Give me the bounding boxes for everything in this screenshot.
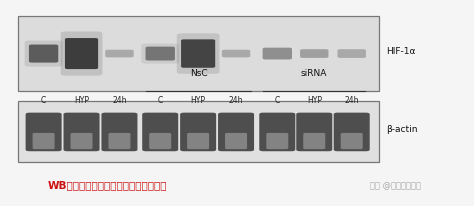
FancyBboxPatch shape <box>296 113 332 151</box>
FancyBboxPatch shape <box>29 44 58 63</box>
FancyBboxPatch shape <box>101 113 137 151</box>
FancyBboxPatch shape <box>26 113 62 151</box>
Text: 24h: 24h <box>345 96 359 105</box>
FancyBboxPatch shape <box>149 133 171 149</box>
FancyBboxPatch shape <box>141 43 179 64</box>
FancyBboxPatch shape <box>109 133 130 149</box>
Text: NsC: NsC <box>190 69 208 78</box>
FancyBboxPatch shape <box>105 50 134 57</box>
FancyBboxPatch shape <box>334 113 370 151</box>
Text: 知乎 @科研忠者老熊: 知乎 @科研忠者老熊 <box>370 181 421 190</box>
FancyBboxPatch shape <box>263 48 292 60</box>
FancyBboxPatch shape <box>177 33 219 74</box>
Text: HIF-1α: HIF-1α <box>386 47 416 56</box>
FancyBboxPatch shape <box>259 113 295 151</box>
Text: 24h: 24h <box>112 96 127 105</box>
FancyBboxPatch shape <box>180 113 216 151</box>
Text: C: C <box>274 96 280 105</box>
FancyBboxPatch shape <box>225 133 247 149</box>
FancyBboxPatch shape <box>337 49 366 58</box>
Text: HYP: HYP <box>307 96 322 105</box>
FancyBboxPatch shape <box>33 133 55 149</box>
FancyBboxPatch shape <box>25 41 63 67</box>
Text: HYP: HYP <box>191 96 206 105</box>
Text: WB检测缺氧条件处理时蛋白的表达变化: WB检测缺氧条件处理时蛋白的表达变化 <box>47 180 167 190</box>
FancyBboxPatch shape <box>181 39 215 68</box>
FancyBboxPatch shape <box>218 113 254 151</box>
Text: siRNA: siRNA <box>301 69 327 78</box>
FancyBboxPatch shape <box>61 32 102 76</box>
Text: C: C <box>41 96 46 105</box>
Text: β-actin: β-actin <box>386 125 418 134</box>
FancyBboxPatch shape <box>266 133 288 149</box>
FancyBboxPatch shape <box>222 50 250 57</box>
FancyBboxPatch shape <box>18 101 379 162</box>
Text: C: C <box>157 96 163 105</box>
FancyBboxPatch shape <box>300 49 328 58</box>
FancyBboxPatch shape <box>146 47 175 61</box>
FancyBboxPatch shape <box>303 133 325 149</box>
Text: HYP: HYP <box>74 96 89 105</box>
FancyBboxPatch shape <box>341 133 363 149</box>
FancyBboxPatch shape <box>71 133 92 149</box>
FancyBboxPatch shape <box>18 16 379 91</box>
FancyBboxPatch shape <box>65 38 98 69</box>
FancyBboxPatch shape <box>187 133 209 149</box>
FancyBboxPatch shape <box>142 113 178 151</box>
Text: 24h: 24h <box>229 96 243 105</box>
FancyBboxPatch shape <box>64 113 100 151</box>
